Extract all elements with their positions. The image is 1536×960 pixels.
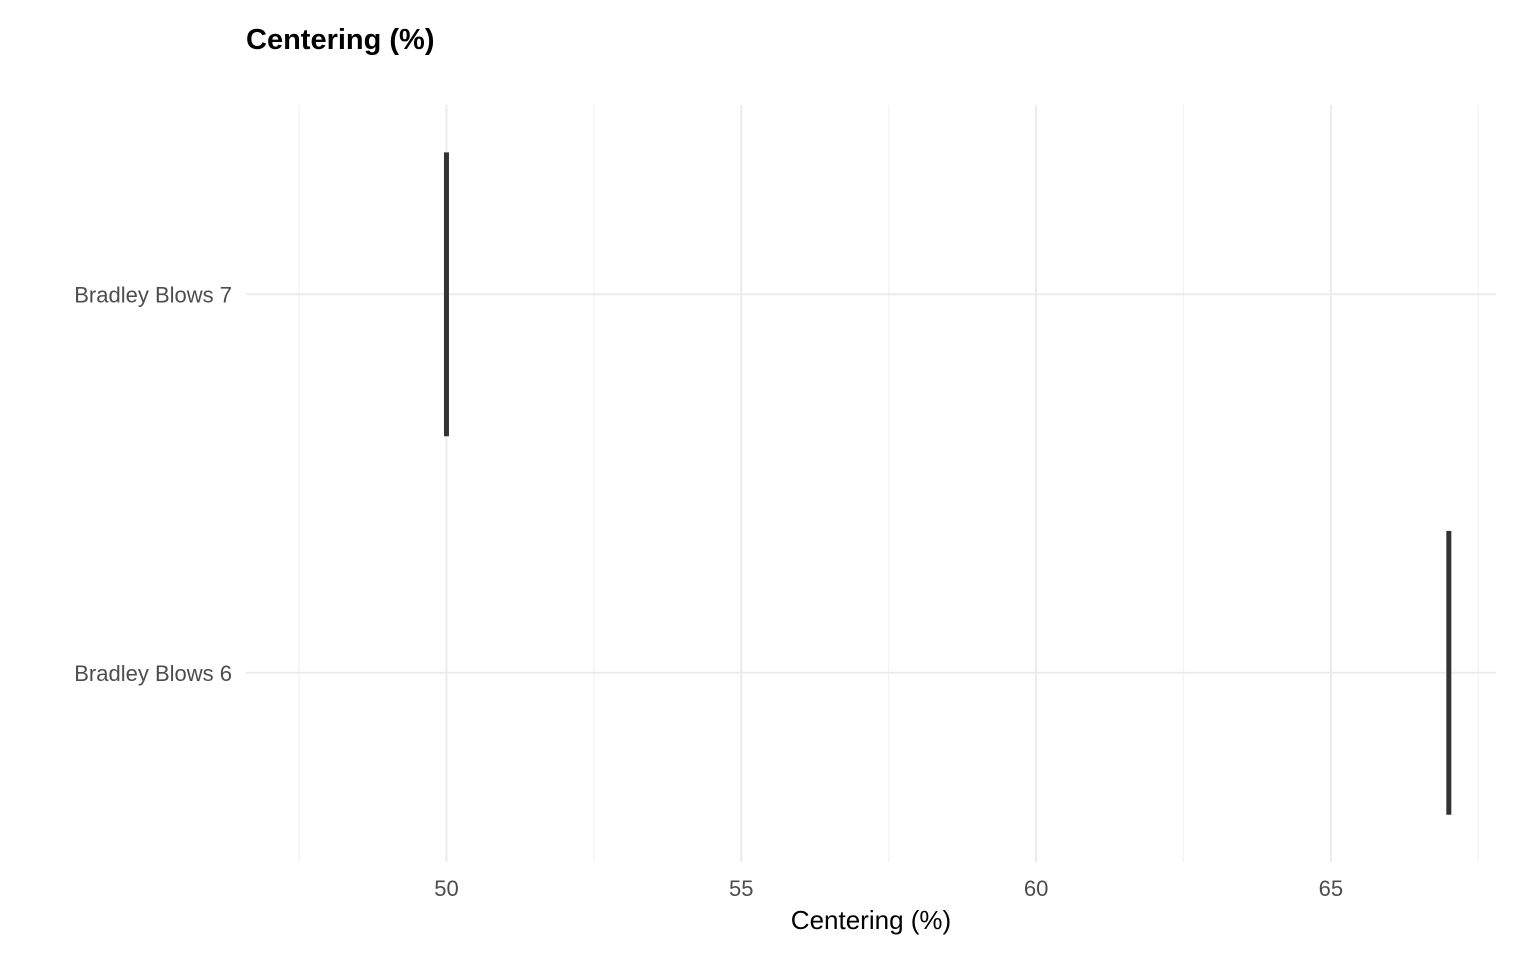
x-tick-label: 65 — [1319, 876, 1343, 901]
x-tick-label: 50 — [434, 876, 458, 901]
x-axis-labels: 50 55 60 65 — [434, 876, 1343, 901]
y-tick-label: Bradley Blows 6 — [74, 661, 232, 686]
minor-gridlines — [298, 105, 1479, 862]
chart-title: Centering (%) — [246, 24, 435, 56]
x-axis-title: Centering (%) — [791, 905, 951, 935]
y-axis-labels: Bradley Blows 7 Bradley Blows 6 — [74, 282, 232, 686]
x-tick-label: 60 — [1024, 876, 1048, 901]
major-gridlines — [246, 105, 1496, 862]
y-tick-label: Bradley Blows 7 — [74, 282, 232, 307]
x-tick-label: 55 — [729, 876, 753, 901]
data-marks — [443, 152, 1452, 815]
